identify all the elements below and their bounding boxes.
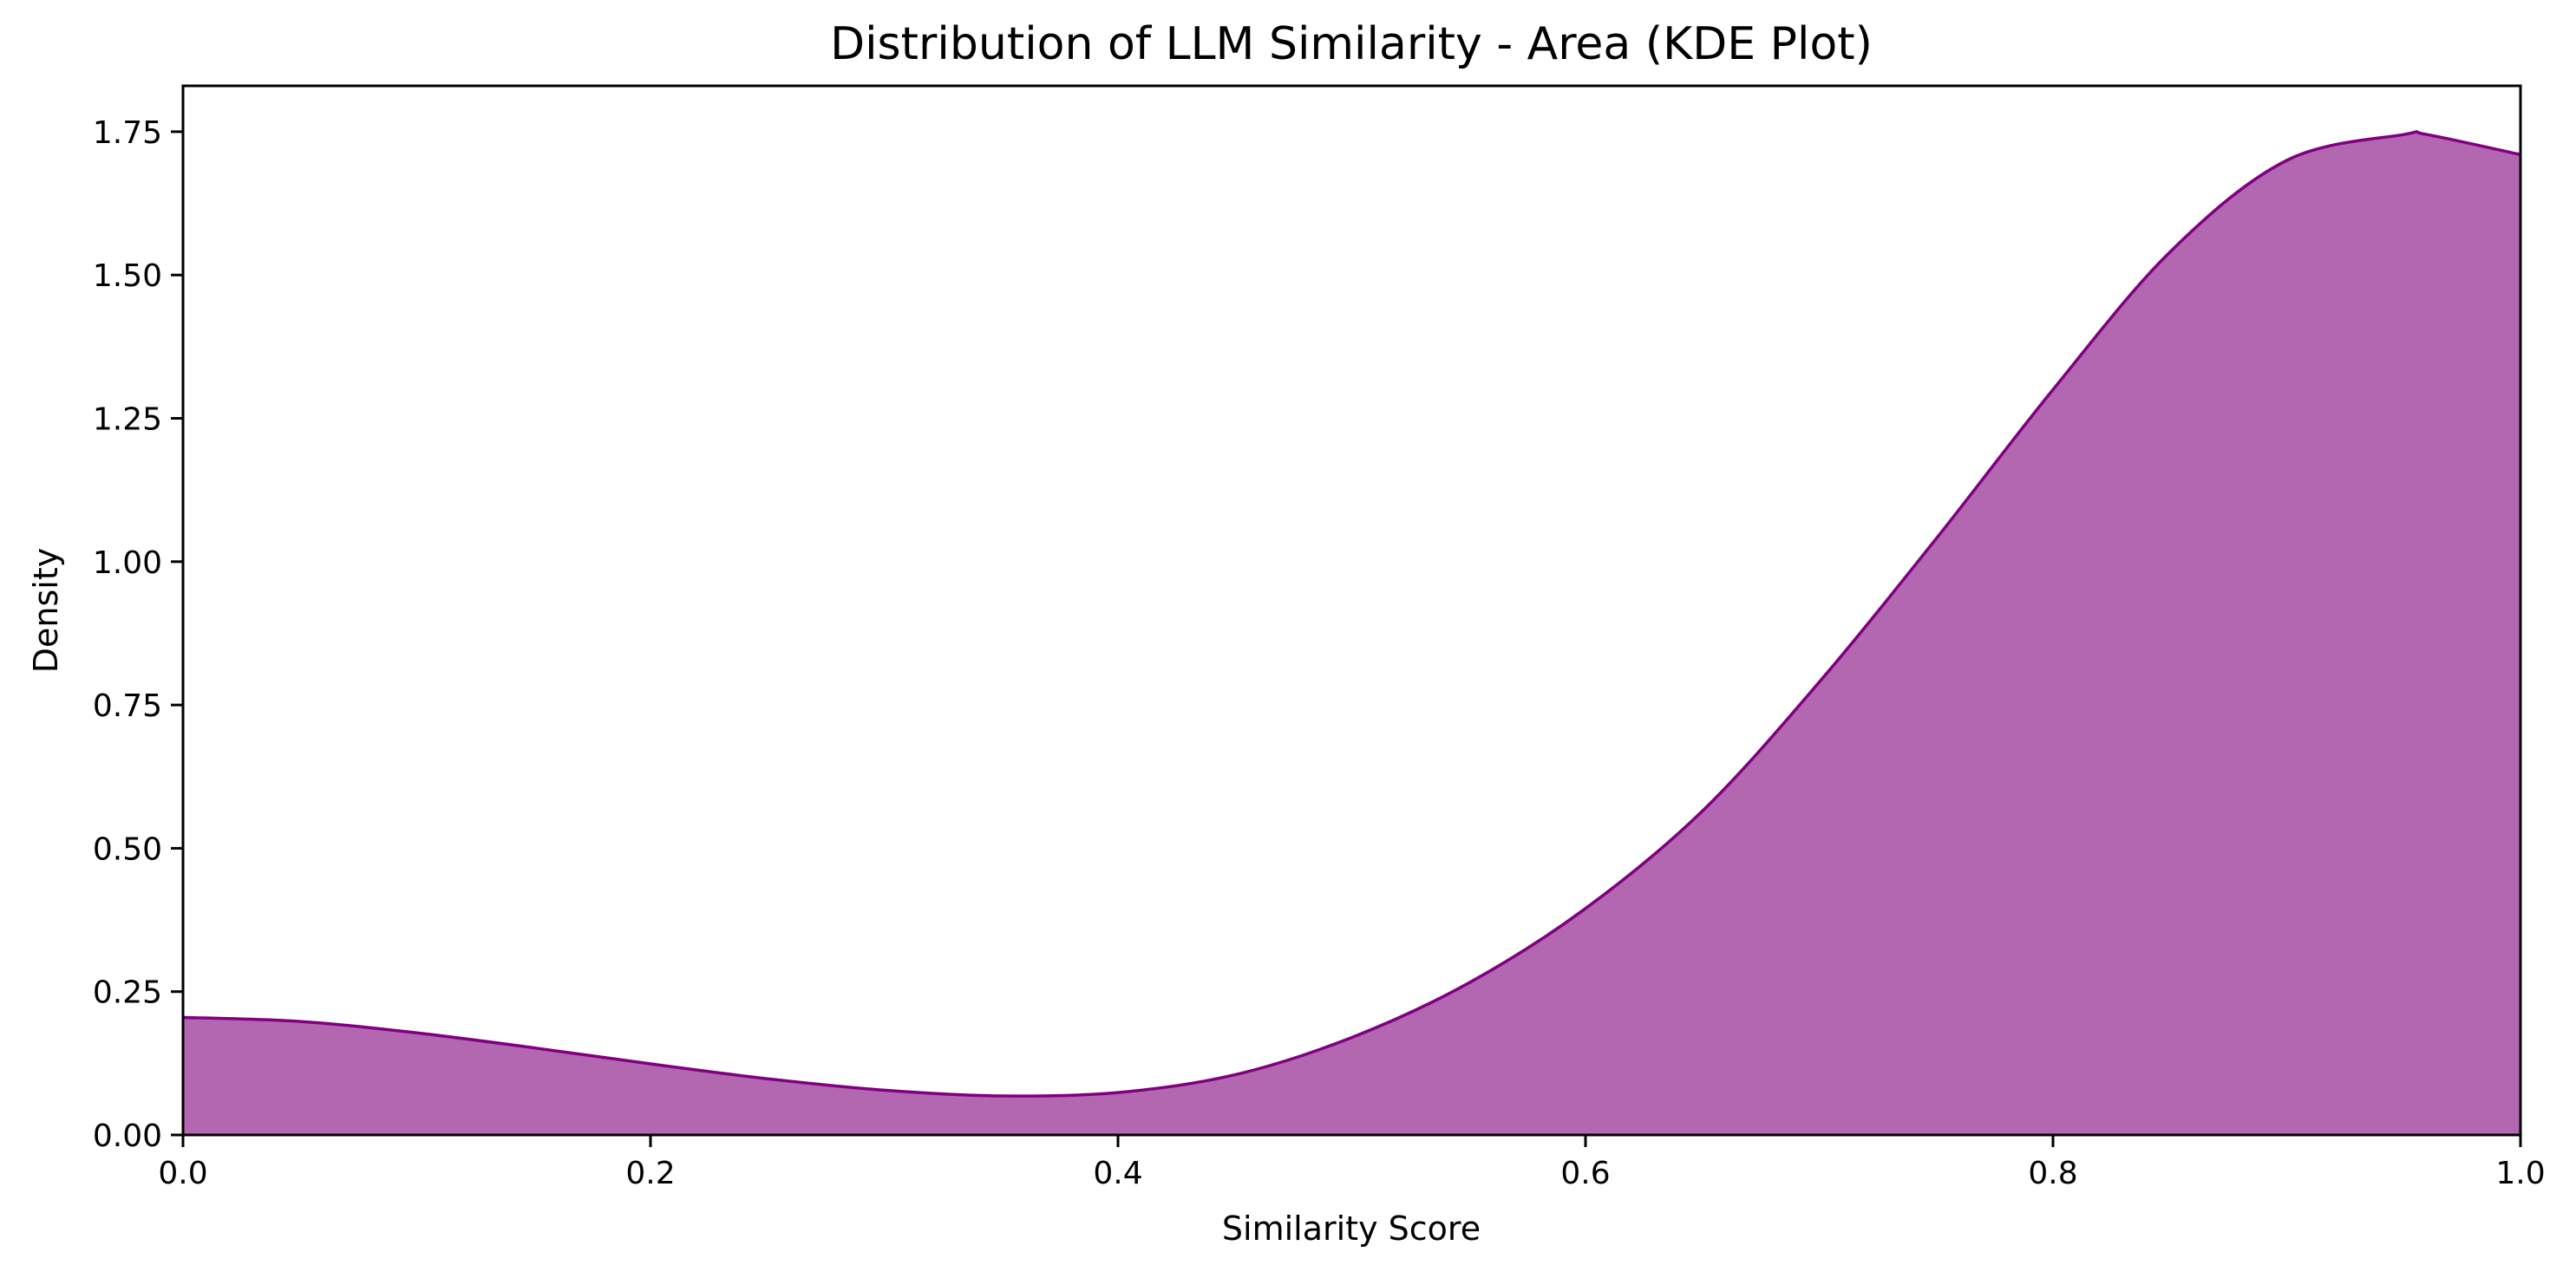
x-tick-label: 1.0 [2495, 1156, 2545, 1191]
plot-frame [181, 84, 2522, 1137]
plot-area [182, 130, 2521, 1135]
y-tick-label: 1.25 [93, 401, 162, 437]
x-tick-label: 0.8 [2028, 1156, 2077, 1191]
y-axis: 0.00 0.25 0.50 0.75 1.00 1.25 1.50 1.75 [93, 115, 183, 1154]
kde-area-fill [183, 131, 2520, 1135]
kde-curve-line [182, 130, 2521, 1098]
x-axis: 0.0 0.2 0.4 0.6 0.8 1.0 [158, 1135, 2546, 1191]
x-tick-label: 0.2 [625, 1156, 675, 1191]
x-tick-label: 0.0 [158, 1156, 207, 1191]
y-axis-label: Density [27, 548, 65, 673]
y-tick-label: 1.00 [93, 545, 162, 581]
y-tick-label: 0.50 [93, 831, 162, 867]
y-tick-label: 0.25 [93, 975, 162, 1011]
y-tick-label: 1.75 [93, 115, 162, 151]
y-tick-label: 0.75 [93, 688, 162, 724]
x-axis-label: Similarity Score [1222, 1210, 1481, 1248]
chart-title: Distribution of LLM Similarity - Area (K… [830, 18, 1873, 70]
x-tick-label: 0.6 [1560, 1156, 1610, 1191]
x-tick-label: 0.4 [1093, 1156, 1142, 1191]
y-tick-label: 0.00 [93, 1118, 162, 1154]
y-tick-label: 1.50 [93, 258, 162, 294]
